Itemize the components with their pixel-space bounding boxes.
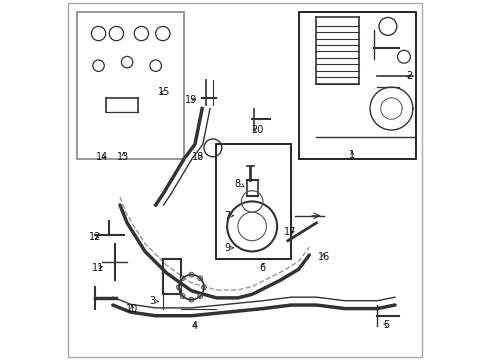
- Text: 17: 17: [284, 227, 296, 237]
- Text: 9: 9: [224, 243, 233, 253]
- Text: 12: 12: [89, 232, 101, 242]
- Text: 1: 1: [349, 150, 355, 160]
- Text: 7: 7: [224, 211, 233, 221]
- Text: 20: 20: [251, 125, 264, 135]
- Bar: [217, 144, 292, 258]
- Text: 13: 13: [118, 152, 130, 162]
- Text: 11: 11: [93, 262, 105, 273]
- Text: 15: 15: [158, 87, 171, 98]
- Text: 5: 5: [383, 320, 389, 330]
- Text: 16: 16: [318, 252, 330, 262]
- Bar: [77, 12, 184, 158]
- Text: 14: 14: [96, 152, 108, 162]
- Text: 2: 2: [406, 71, 413, 81]
- Text: 6: 6: [260, 262, 266, 273]
- Text: 3: 3: [149, 296, 158, 306]
- Circle shape: [198, 276, 203, 281]
- Circle shape: [180, 293, 185, 298]
- Text: 19: 19: [185, 95, 197, 105]
- Text: 10: 10: [126, 303, 139, 314]
- Circle shape: [180, 276, 185, 281]
- Circle shape: [189, 297, 194, 302]
- Circle shape: [201, 285, 206, 290]
- Text: 8: 8: [235, 179, 244, 189]
- Circle shape: [176, 285, 181, 290]
- Text: 4: 4: [192, 321, 198, 332]
- Circle shape: [198, 293, 203, 298]
- Circle shape: [189, 272, 194, 277]
- Text: 18: 18: [193, 152, 205, 162]
- Bar: [298, 12, 416, 158]
